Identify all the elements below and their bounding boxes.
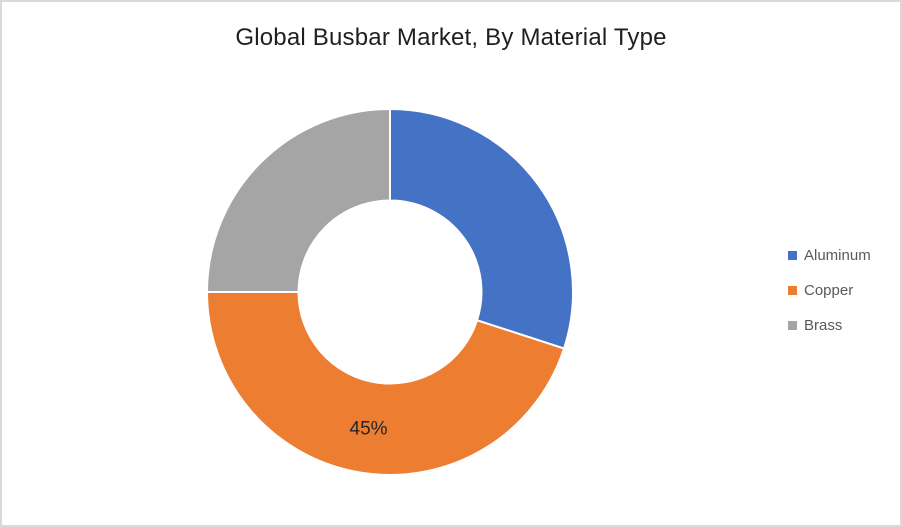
legend-label-aluminum: Aluminum [804, 247, 871, 264]
legend-item-brass[interactable]: Brass [788, 308, 871, 343]
donut-slice-brass[interactable] [205, 107, 391, 293]
legend-swatch-aluminum [788, 251, 797, 260]
legend-item-aluminum[interactable]: Aluminum [788, 238, 871, 273]
legend-item-copper[interactable]: Copper [788, 273, 871, 308]
legend-swatch-brass [788, 321, 797, 330]
donut-slice-copper[interactable] [205, 291, 566, 476]
legend-label-copper: Copper [804, 282, 854, 299]
donut-slice-aluminum[interactable] [389, 107, 574, 350]
legend-swatch-copper [788, 286, 797, 295]
legend-label-brass: Brass [804, 317, 843, 334]
chart-title: Global Busbar Market, By Material Type [235, 24, 667, 51]
data-label-copper: 45% [350, 419, 388, 440]
legend: Aluminum Copper Brass [788, 238, 871, 343]
